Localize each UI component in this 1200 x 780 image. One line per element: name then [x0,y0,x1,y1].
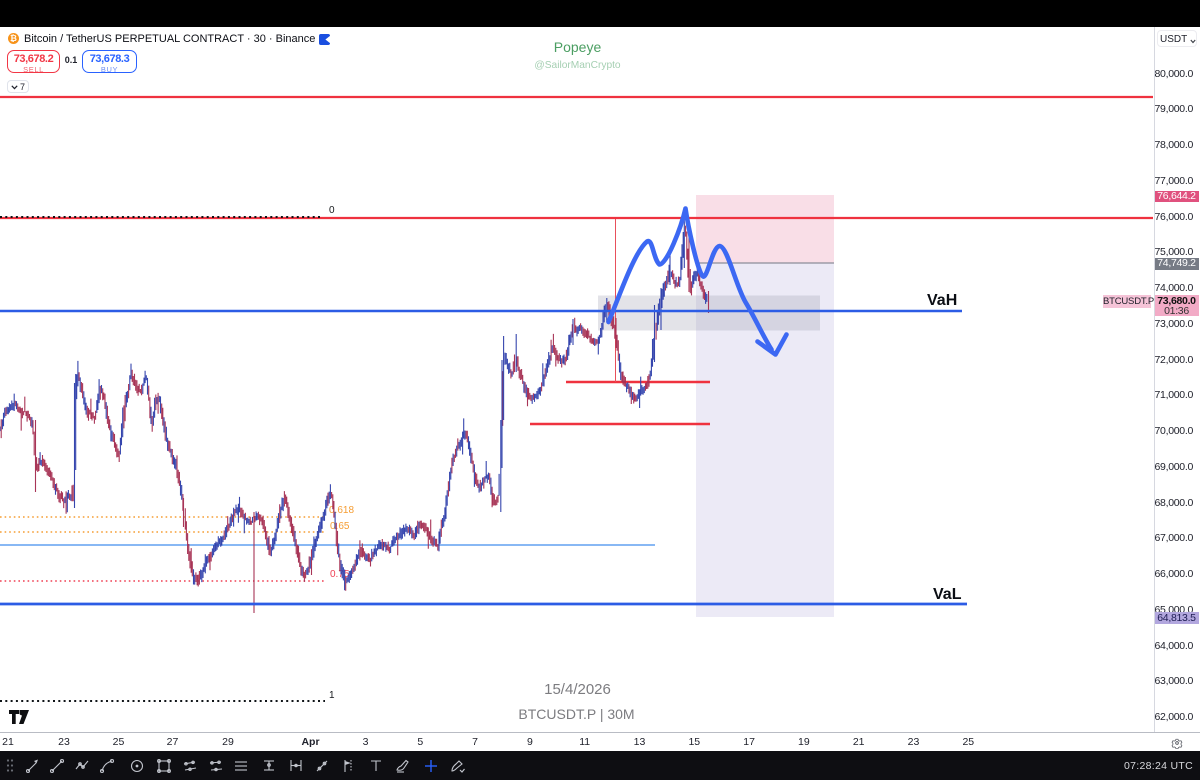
svg-text:1: 1 [329,690,335,701]
svg-text:0.618: 0.618 [329,505,354,516]
svg-text:0: 0 [329,205,335,216]
svg-text:VaL: VaL [933,586,962,603]
svg-text:VaH: VaH [927,292,957,309]
svg-text:0.65: 0.65 [330,521,350,532]
svg-text:0.75: 0.75 [330,569,350,580]
